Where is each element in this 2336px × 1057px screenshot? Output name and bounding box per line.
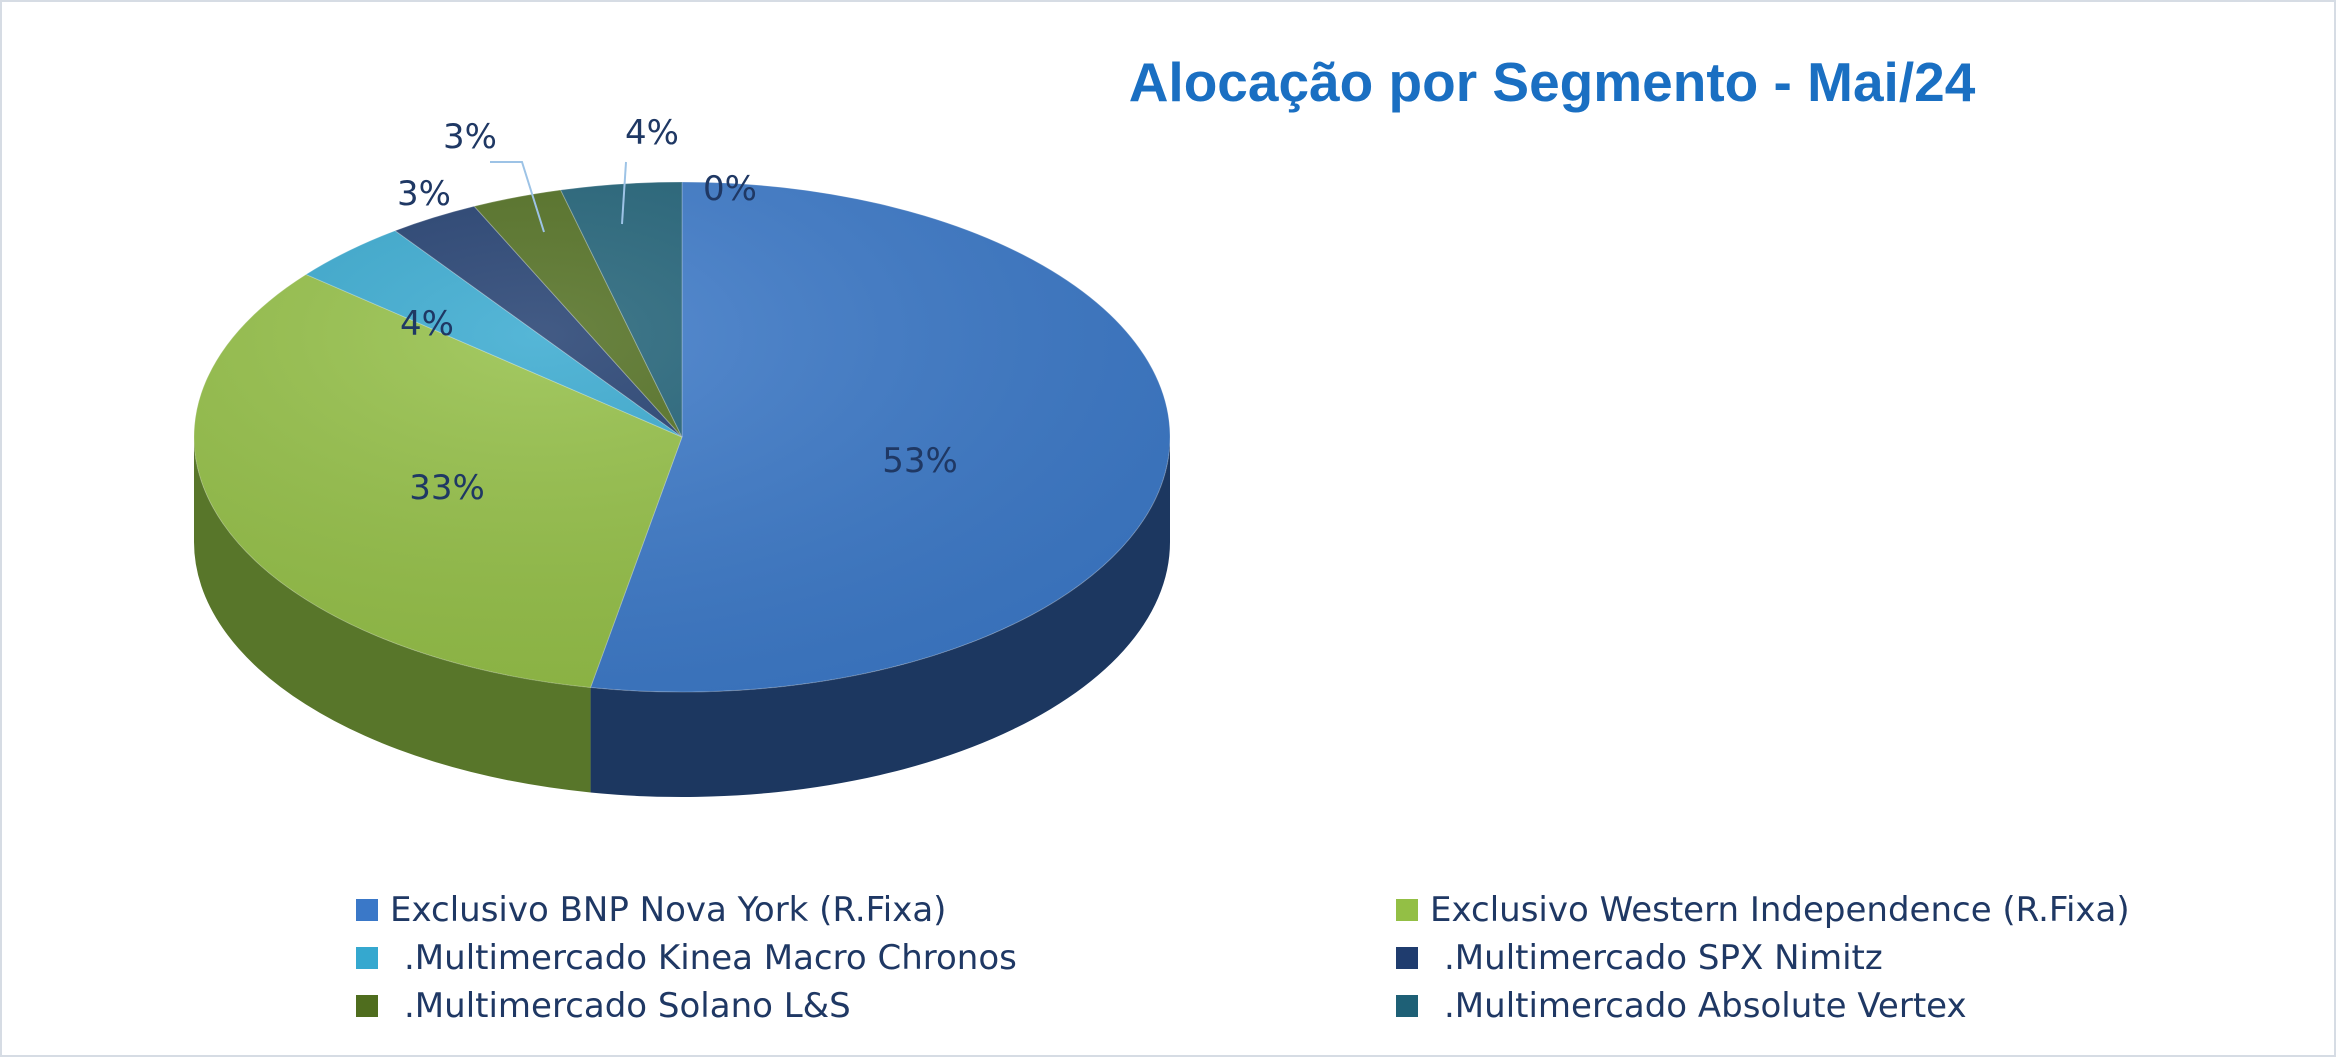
legend-swatch-western (1396, 899, 1418, 921)
legend-swatch-solano (356, 995, 378, 1017)
data-label-kinea: 4% (400, 304, 454, 344)
legend-label-solano: .Multimercado Solano L&S (404, 986, 851, 1026)
legend-item-kinea: .Multimercado Kinea Macro Chronos (356, 936, 1017, 980)
legend-item-absolute: .Multimercado Absolute Vertex (1396, 984, 1967, 1028)
data-label-bnp: 53% (882, 441, 958, 481)
pie-labels: 53% 33% 4% 3% 3% 4% 0% (397, 113, 958, 508)
legend-swatch-absolute (1396, 995, 1418, 1017)
legend-swatch-bnp (356, 899, 378, 921)
data-label-solano: 3% (443, 117, 497, 157)
legend-label-kinea: .Multimercado Kinea Macro Chronos (404, 938, 1017, 978)
legend-swatch-kinea (356, 947, 378, 969)
data-label-absolute: 4% (625, 113, 679, 153)
legend-item-western: Exclusivo Western Independence (R.Fixa) (1396, 888, 2130, 932)
data-label-western: 33% (409, 468, 485, 508)
legend-label-spx: .Multimercado SPX Nimitz (1444, 938, 1883, 978)
leader-line-solano (490, 161, 545, 233)
legend-swatch-spx (1396, 947, 1418, 969)
pie-shading (194, 182, 1170, 692)
leader-lines (490, 161, 627, 233)
data-label-spx: 3% (397, 174, 451, 214)
legend-item-bnp: Exclusivo BNP Nova York (R.Fixa) (356, 888, 946, 932)
legend-label-western: Exclusivo Western Independence (R.Fixa) (1430, 890, 2130, 930)
leader-line-absolute (621, 161, 627, 225)
legend-label-absolute: .Multimercado Absolute Vertex (1444, 986, 1967, 1026)
legend-label-bnp: Exclusivo BNP Nova York (R.Fixa) (390, 890, 947, 930)
data-label-zero: 0% (703, 169, 757, 209)
legend-item-spx: .Multimercado SPX Nimitz (1396, 936, 1883, 980)
pie-sides (194, 437, 1170, 798)
pie-side-bnp (590, 437, 1170, 798)
legend-item-solano: .Multimercado Solano L&S (356, 984, 851, 1028)
pie-tops (193, 181, 1171, 693)
pie-side-western (194, 437, 591, 793)
chart-title: Alocação por Segmento - Mai/24 (1128, 51, 1976, 113)
